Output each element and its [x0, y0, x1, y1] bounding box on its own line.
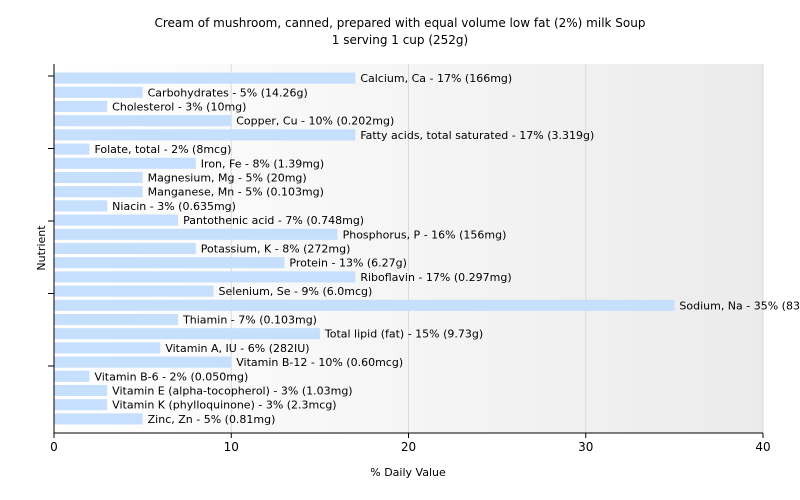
bar [54, 285, 214, 297]
bar [54, 413, 143, 425]
bar [54, 143, 90, 155]
bar-label: Cholesterol - 3% (10mg) [112, 101, 246, 114]
bar-label: Phosphorus, P - 16% (156mg) [343, 228, 507, 241]
bar-label: Manganese, Mn - 5% (0.103mg) [148, 186, 324, 199]
bar-label: Protein - 13% (6.27g) [289, 257, 407, 270]
bar [54, 72, 356, 84]
bar [54, 86, 143, 98]
axes [48, 64, 764, 438]
bar-label: Folate, total - 2% (8mcg) [94, 143, 231, 156]
bar-label: Copper, Cu - 10% (0.202mg) [236, 115, 394, 128]
bar-label: Zinc, Zn - 5% (0.81mg) [148, 413, 276, 426]
y-axis-title: Nutrient [35, 225, 48, 271]
bar-label: Riboflavin - 17% (0.297mg) [360, 271, 511, 284]
bar-label: Calcium, Ca - 17% (166mg) [360, 72, 512, 85]
bar [54, 370, 90, 382]
bar [54, 299, 675, 311]
x-tick-label: 40 [755, 440, 770, 454]
bar-label: Sodium, Na - 35% (837mg) [679, 299, 800, 312]
bar-label: Thiamin - 7% (0.103mg) [182, 314, 317, 327]
bar [54, 214, 179, 226]
bar [54, 129, 356, 141]
bar [54, 384, 108, 397]
bar [54, 328, 320, 340]
bar-label: Potassium, K - 8% (272mg) [201, 243, 351, 256]
bar-label: Magnesium, Mg - 5% (20mg) [148, 172, 307, 185]
bar [54, 356, 232, 368]
bar [54, 200, 108, 212]
bars [54, 72, 675, 425]
bar [54, 228, 338, 240]
bar-label: Vitamin E (alpha-tocopherol) - 3% (1.03m… [112, 385, 352, 398]
bar-label: Carbohydrates - 5% (14.26g) [148, 86, 308, 99]
chart-title: Cream of mushroom, canned, prepared with… [155, 16, 646, 30]
bar-label: Niacin - 3% (0.635mg) [112, 200, 236, 213]
bar-label: Vitamin A, IU - 6% (282IU) [165, 342, 309, 355]
bar [54, 171, 143, 184]
x-tick-label: 0 [50, 440, 58, 454]
bar [54, 399, 108, 411]
chart-subtitle: 1 serving 1 cup (252g) [332, 33, 468, 47]
bar [54, 157, 196, 169]
x-tick-label: 20 [401, 440, 416, 454]
bar [54, 257, 285, 269]
x-tick-labels: 0 10 20 30 40 [50, 440, 770, 454]
x-axis-title: % Daily Value [370, 466, 446, 479]
bar-label: Iron, Fe - 8% (1.39mg) [201, 157, 324, 170]
bar-label: Fatty acids, total saturated - 17% (3.31… [360, 129, 594, 142]
bar-label: Vitamin B-6 - 2% (0.050mg) [94, 370, 248, 383]
bar-label: Vitamin B-12 - 10% (0.60mcg) [236, 356, 403, 369]
bar [54, 186, 143, 198]
x-tick-label: 30 [578, 440, 593, 454]
bar-label: Selenium, Se - 9% (6.0mcg) [219, 285, 373, 298]
bar [54, 100, 108, 113]
bar-label: Vitamin K (phylloquinone) - 3% (2.3mcg) [112, 399, 336, 412]
x-tick-label: 10 [224, 440, 239, 454]
bar-labels: Calcium, Ca - 17% (166mg) Carbohydrates -… [94, 72, 800, 426]
bar [54, 313, 179, 326]
bar-label: Pantothenic acid - 7% (0.748mg) [183, 214, 364, 227]
bar [54, 342, 161, 354]
bar [54, 271, 356, 283]
bar-label: Total lipid (fat) - 15% (9.73g) [324, 328, 483, 341]
bar [54, 242, 196, 255]
bar [54, 115, 232, 127]
